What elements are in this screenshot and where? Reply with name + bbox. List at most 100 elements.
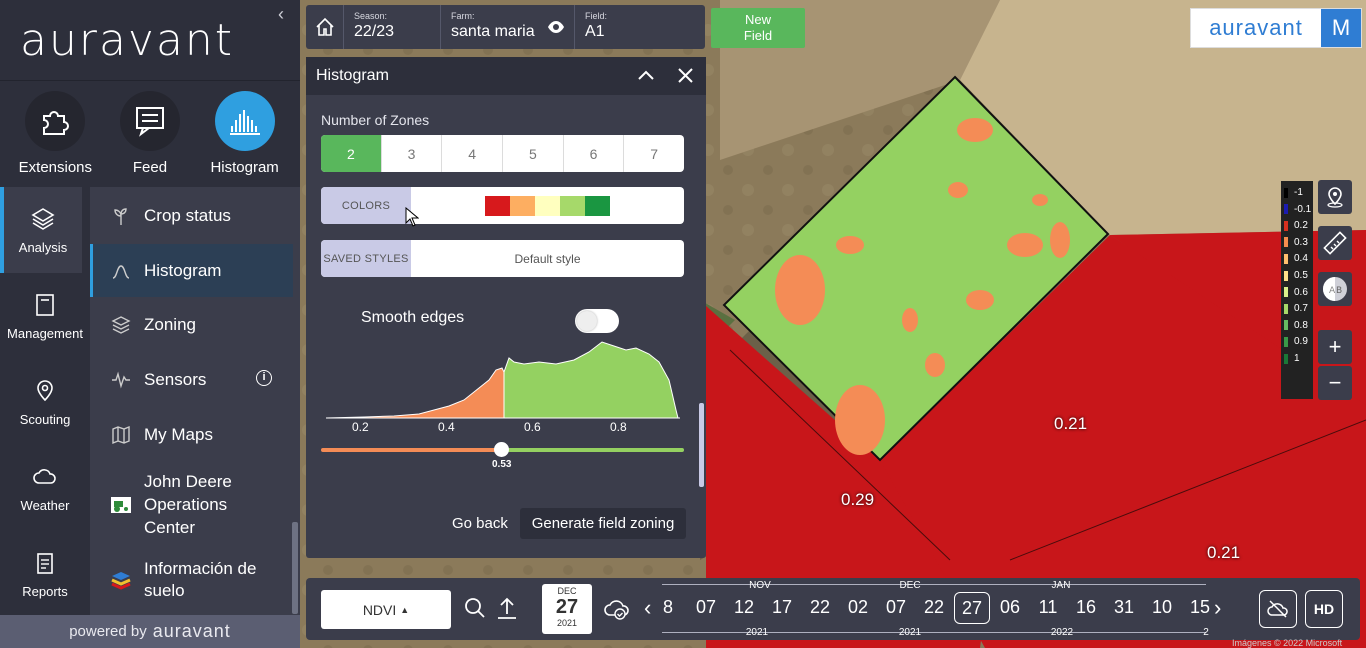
close-icon[interactable] [677, 67, 694, 84]
timeline-day[interactable]: 15 [1189, 597, 1211, 617]
legend-row: 0.7 [1284, 303, 1308, 314]
field-selector[interactable]: Field: A1 [575, 5, 617, 49]
menu-label: Histogram [144, 260, 222, 280]
zone-option-5[interactable]: 5 [503, 135, 564, 172]
timeline-day[interactable]: 12 [733, 597, 755, 617]
panel-header: Histogram [306, 57, 706, 95]
smooth-edges-toggle[interactable] [575, 309, 619, 333]
date-year: 2021 [556, 618, 578, 628]
go-back-button[interactable]: Go back [452, 515, 508, 532]
zone-option-6[interactable]: 6 [564, 135, 625, 172]
map-icon [112, 425, 130, 444]
zone-option-4[interactable]: 4 [442, 135, 504, 172]
panel-scrollbar[interactable] [699, 403, 704, 487]
eye-icon[interactable] [547, 20, 565, 34]
zone-option-7[interactable]: 7 [650, 145, 659, 162]
generate-zoning-button[interactable]: Generate field zoning [520, 508, 686, 539]
timeline-day[interactable]: 02 [847, 597, 869, 617]
nav-weather[interactable]: Weather [0, 445, 90, 531]
menu-item-crop-status[interactable]: Crop status [90, 187, 300, 244]
mouse-cursor-icon [405, 207, 419, 227]
month-label: NOV [749, 580, 771, 591]
search-icon[interactable] [464, 597, 486, 619]
home-button[interactable] [306, 5, 344, 49]
timeline-day[interactable]: 22 [809, 597, 831, 617]
report-icon [37, 552, 53, 574]
nav-analysis[interactable]: Analysis [0, 187, 82, 273]
farm-selector[interactable]: Farm: santa maria [441, 5, 575, 49]
menu-scrollbar[interactable] [292, 522, 298, 614]
hd-button[interactable]: HD [1305, 590, 1343, 628]
timeline-day[interactable]: 07 [885, 597, 907, 617]
cloud-check-icon[interactable] [603, 595, 631, 621]
measure-button[interactable] [1318, 226, 1352, 260]
histogram-icon [229, 110, 260, 135]
new-field-label: New Field [743, 12, 773, 43]
selected-date-box[interactable]: DEC 27 2021 [542, 584, 592, 634]
saved-styles-selector[interactable]: SAVED STYLES Default style [321, 240, 684, 277]
tab-feed[interactable]: Feed [105, 91, 195, 187]
collapse-panel-icon[interactable] [637, 69, 655, 81]
tab-extensions[interactable]: Extensions [10, 91, 100, 187]
legend-row: 0.9 [1284, 336, 1308, 347]
menu-item-histogram[interactable]: Histogram [90, 244, 293, 297]
axis-tick: 0.2 [352, 420, 369, 434]
timeline-prev-icon[interactable]: ‹ [644, 595, 652, 620]
legend-swatch [1284, 220, 1288, 231]
color-ramp[interactable] [411, 187, 684, 224]
timeline-day[interactable]: 17 [771, 597, 793, 617]
info-icon[interactable]: i [256, 370, 272, 386]
zoom-out-button[interactable]: − [1318, 366, 1352, 400]
timeline-day[interactable]: 07 [695, 597, 717, 617]
user-avatar[interactable]: M [1321, 9, 1361, 47]
timeline-day[interactable]: 31 [1113, 597, 1135, 617]
legend-value: -0.1 [1294, 203, 1312, 215]
menu-item-sensors[interactable]: Sensors i [90, 352, 300, 407]
timeline-day[interactable]: 22 [923, 597, 945, 617]
zones-selector: 2 3 4 5 6 7 [321, 135, 684, 172]
nav-label: Management [7, 325, 83, 341]
threshold-slider-handle[interactable] [494, 442, 509, 457]
cloud-off-icon [1267, 600, 1288, 618]
timeline-day[interactable]: 11 [1038, 597, 1058, 617]
nav-management[interactable]: Management [0, 273, 90, 359]
location-button[interactable] [1318, 180, 1352, 214]
timeline-day[interactable]: 27 [954, 592, 990, 624]
legend-swatch [1284, 353, 1288, 364]
color-swatch [585, 195, 610, 216]
zoom-in-button[interactable]: + [1318, 330, 1352, 364]
brand-logo: auravant [20, 14, 235, 66]
colors-selector[interactable]: COLORS [321, 187, 684, 224]
zone-option-2[interactable]: 2 [321, 135, 382, 172]
tab-histogram[interactable]: Histogram [200, 91, 290, 187]
smooth-edges-label: Smooth edges [361, 309, 465, 326]
collapse-sidebar-icon[interactable]: ‹ [278, 4, 284, 24]
upload-icon[interactable] [496, 596, 518, 620]
menu-item-john-deere[interactable]: John Deere Operations Center [90, 462, 300, 547]
timeline-day[interactable]: 8 [662, 597, 673, 617]
nav-label: Reports [22, 583, 68, 599]
season-selector[interactable]: Season: 22/23 [344, 5, 441, 49]
menu-item-soil-info[interactable]: Información de suelo [90, 547, 300, 612]
timeline-day[interactable]: 10 [1151, 597, 1173, 617]
new-field-button[interactable]: New Field [711, 8, 805, 48]
index-selector[interactable]: NDVI ▲ [321, 590, 451, 629]
axis-tick: 0.4 [438, 420, 455, 434]
zone-value-label: 0.21 [1207, 543, 1241, 562]
timeline-next-icon[interactable]: › [1214, 595, 1222, 620]
top-tabs: Extensions Feed Histogram [0, 80, 300, 187]
cloud-filter-button[interactable] [1259, 590, 1297, 628]
zone-option-3[interactable]: 3 [382, 135, 443, 172]
menu-label: Información de suelo [144, 558, 257, 600]
location-pin-icon [1327, 187, 1343, 208]
timeline-day[interactable]: 16 [1075, 597, 1097, 617]
nav-reports[interactable]: Reports [0, 531, 90, 617]
svg-text:B: B [1336, 286, 1342, 296]
menu-label: Sensors [144, 369, 207, 389]
legend-value: -1 [1294, 187, 1303, 198]
menu-item-my-maps[interactable]: My Maps [90, 407, 300, 462]
menu-item-zoning[interactable]: Zoning [90, 297, 300, 352]
nav-scouting[interactable]: Scouting [0, 359, 90, 445]
timeline-day[interactable]: 06 [999, 597, 1021, 617]
